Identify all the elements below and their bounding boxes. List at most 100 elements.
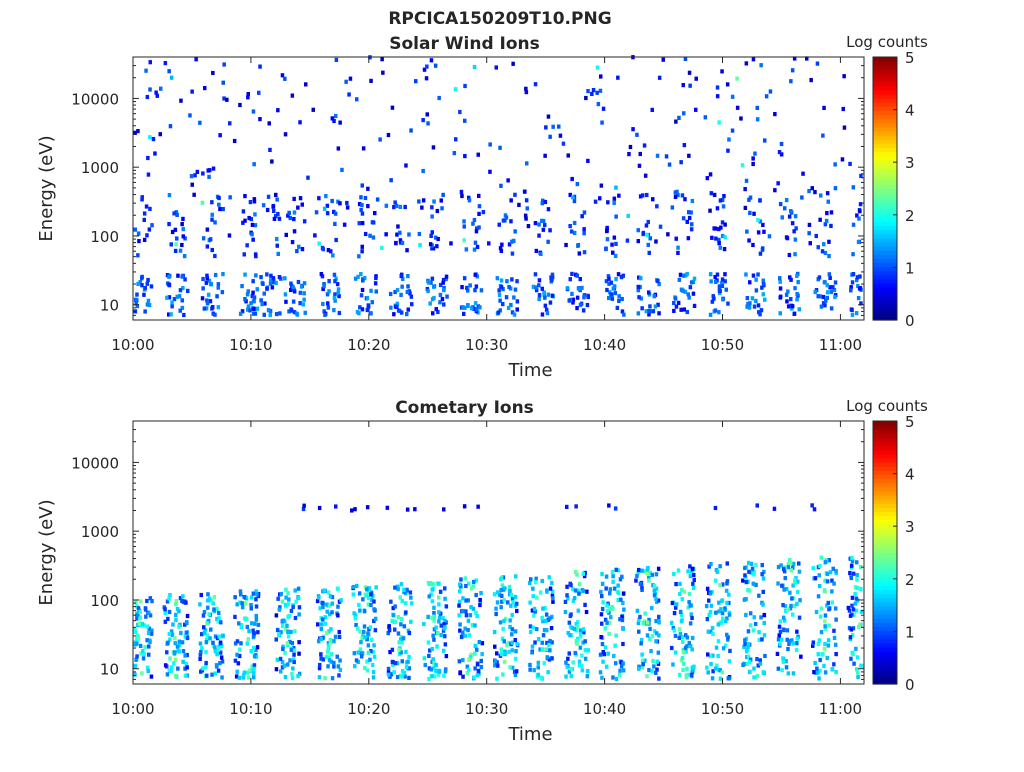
heatmap-cell <box>613 291 618 296</box>
heatmap-cell <box>144 68 148 73</box>
heatmap-cell <box>646 219 650 225</box>
heatmap-cell <box>672 611 677 616</box>
heatmap-cell <box>786 647 790 652</box>
heatmap-cell <box>198 120 202 125</box>
x-tick-label: 10:30 <box>465 336 508 354</box>
heatmap-cell <box>219 620 223 625</box>
heatmap-cell <box>167 222 171 227</box>
heatmap-cell <box>177 639 182 644</box>
heatmap-cell <box>654 239 658 244</box>
heatmap-cell <box>680 193 685 198</box>
heatmap-cell <box>683 56 688 61</box>
heatmap-cell <box>342 222 347 227</box>
heatmap-cell <box>578 628 583 633</box>
plot-frame <box>132 56 865 321</box>
heatmap-cell <box>548 616 552 621</box>
heatmap-cell <box>679 160 683 165</box>
heatmap-cell <box>275 243 279 248</box>
heatmap-cell <box>705 586 710 591</box>
heatmap-cell <box>359 640 363 645</box>
heatmap-cell <box>637 617 641 623</box>
heatmap-cell <box>515 299 520 304</box>
heatmap-cell <box>823 670 828 675</box>
heatmap-cell <box>755 105 759 110</box>
heatmap-cell <box>210 200 214 205</box>
heatmap-cell <box>200 296 205 301</box>
heatmap-cell <box>603 626 608 631</box>
heatmap-cell <box>466 618 471 623</box>
heatmap-cell <box>575 572 579 577</box>
colorbar-tick-label: 2 <box>905 207 915 225</box>
heatmap-cell <box>827 558 831 563</box>
heatmap-cell <box>399 292 403 297</box>
heatmap-cell <box>355 97 359 102</box>
heatmap-cell <box>580 653 584 658</box>
heatmap-cell <box>323 621 328 626</box>
heatmap-cell <box>813 289 817 295</box>
heatmap-cell <box>368 625 373 630</box>
heatmap-cell <box>508 665 512 670</box>
heatmap-cell <box>853 591 857 597</box>
heatmap-cell <box>855 275 860 280</box>
heatmap-cell <box>277 632 281 637</box>
heatmap-cell <box>856 296 861 301</box>
heatmap-cell <box>246 307 250 312</box>
heatmap-cell <box>858 622 862 627</box>
heatmap-cell <box>216 305 221 310</box>
heatmap-cell <box>210 217 214 222</box>
heatmap-cell <box>644 309 648 314</box>
heatmap-cell <box>288 639 292 644</box>
heatmap-cell <box>822 663 826 669</box>
y-axis-label: Energy (eV) <box>36 135 57 241</box>
heatmap-cell <box>181 216 185 221</box>
heatmap-cell <box>641 662 645 667</box>
heatmap-cell <box>672 572 676 577</box>
heatmap-cell <box>816 245 820 250</box>
heatmap-cell <box>245 616 249 621</box>
heatmap-cell <box>810 186 814 191</box>
colorbar-tick-label: 2 <box>905 571 915 589</box>
heatmap-cell <box>573 570 578 575</box>
heatmap-cell <box>241 220 245 225</box>
heatmap-cell <box>181 234 185 239</box>
heatmap-cell <box>492 630 497 635</box>
heatmap-cell <box>478 305 482 310</box>
heatmap-cell <box>692 585 696 590</box>
heatmap-cell <box>710 299 715 304</box>
heatmap-cell <box>204 660 208 666</box>
heatmap-cell <box>311 107 315 112</box>
heatmap-cell <box>576 608 581 613</box>
heatmap-cell <box>479 664 484 670</box>
heatmap-cell <box>536 660 541 665</box>
heatmap-cell <box>548 638 552 644</box>
heatmap-cell <box>357 202 362 207</box>
x-tick-label: 10:10 <box>229 336 272 354</box>
heatmap-cell <box>462 311 466 316</box>
heatmap-cell <box>851 185 856 190</box>
heatmap-cell <box>585 302 590 308</box>
heatmap-cell <box>586 293 590 298</box>
heatmap-cell <box>727 600 731 606</box>
heatmap-cell <box>821 133 825 138</box>
heatmap-cell <box>575 636 580 641</box>
heatmap-cell <box>692 303 697 308</box>
heatmap-cell <box>582 210 587 215</box>
heatmap-cell <box>832 288 837 293</box>
heatmap-cell <box>564 660 568 665</box>
colorbar-tick-label: 5 <box>905 49 915 67</box>
heatmap-cell <box>780 583 784 588</box>
heatmap-cell <box>546 292 551 297</box>
heatmap-cell <box>567 669 572 674</box>
heatmap-cell <box>754 277 758 282</box>
heatmap-cell <box>393 619 397 624</box>
heatmap-cell <box>432 674 437 679</box>
heatmap-cell <box>786 562 791 567</box>
heatmap-cell <box>499 588 503 593</box>
heatmap-cell <box>678 609 683 614</box>
heatmap-cell <box>221 272 225 277</box>
heatmap-cell <box>283 132 288 137</box>
heatmap-cell <box>268 312 272 317</box>
heatmap-cell <box>135 613 139 618</box>
heatmap-cell <box>855 586 860 591</box>
heatmap-cell <box>686 292 690 297</box>
